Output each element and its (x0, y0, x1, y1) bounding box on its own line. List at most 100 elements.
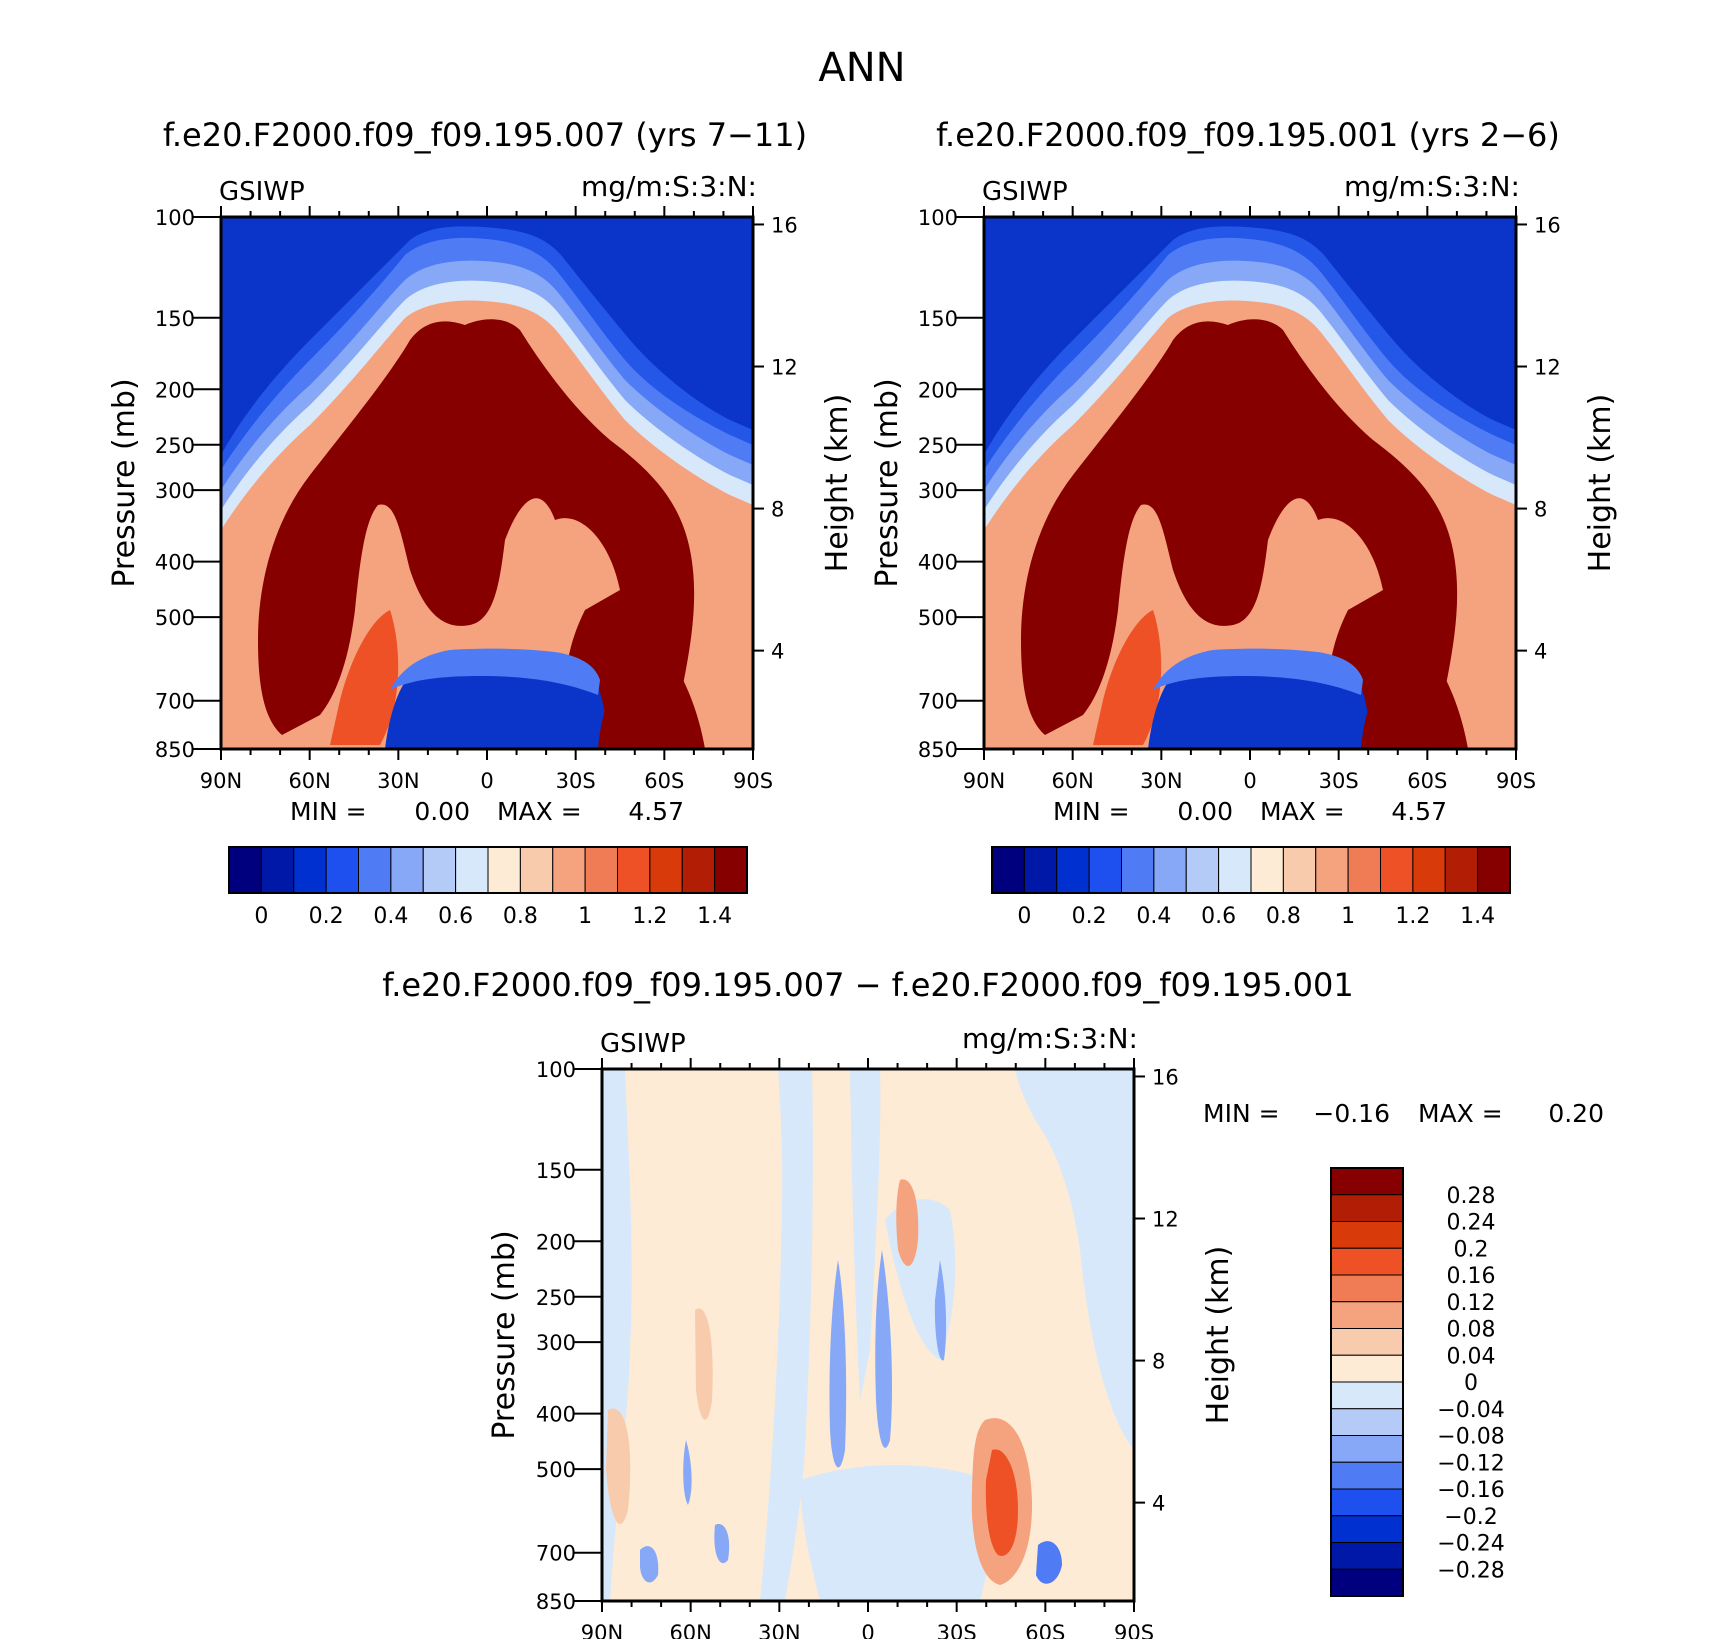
colorbar-swatch (1444, 846, 1479, 894)
y-tick-label: 200 (536, 1230, 576, 1254)
min-value: 0.00 (1177, 797, 1233, 826)
x-tick-label: 60S (644, 769, 684, 793)
panel-difference: f.e20.F2000.f09_f09.195.007 − f.e20.F200… (382, 966, 1604, 1639)
colorbar-swatch (1347, 846, 1381, 894)
colorbar-label: −0.2 (1444, 1505, 1497, 1530)
colorbar-label: 0.12 (1447, 1291, 1496, 1316)
y-tick-label: 150 (536, 1159, 576, 1183)
contour-level-dark-red (1021, 319, 1458, 747)
colorbar-swatch (1023, 846, 1058, 894)
y-tick-label: 100 (155, 206, 195, 230)
colorbar-swatch (293, 846, 327, 894)
colorbar-swatch (1330, 1435, 1404, 1463)
contour-field (602, 1069, 1134, 1601)
x-tick-label: 90N (581, 1621, 623, 1639)
y-tick-label: 500 (918, 606, 958, 630)
max-value: 4.57 (1391, 797, 1447, 826)
colorbar-label: 1.4 (1460, 904, 1495, 929)
y-tick-label: 850 (155, 738, 195, 762)
contour-level-mid-blue (1153, 648, 1363, 695)
y-tick-label: 500 (155, 606, 195, 630)
y2-tick-label: 8 (771, 498, 784, 522)
units-label: mg/m:S:3:N: (581, 170, 757, 203)
x-tick-label: 30S (1319, 769, 1359, 793)
x-tick-label: 0 (861, 1621, 874, 1639)
colorbar-frame (991, 846, 1511, 894)
contour-core-notch (1093, 610, 1162, 745)
colorbar-swatch (552, 846, 586, 894)
colorbar-swatch (1330, 1328, 1404, 1356)
colorbar-label: −0.24 (1437, 1532, 1504, 1557)
y2-axis-label: Height (km) (820, 394, 855, 573)
y-tick-label: 850 (918, 738, 958, 762)
colorbar-swatch (1250, 846, 1284, 894)
y2-axis-label: Height (km) (1583, 394, 1618, 573)
colorbar-swatch (1330, 1515, 1404, 1543)
colorbar-swatch (325, 846, 359, 894)
axes: 100 150 200 250 300 400 500 700 850 16 12 8 4 90N 60N 3… (918, 206, 1561, 793)
y-tick-label: 300 (536, 1331, 576, 1355)
colorbar-label: 0.08 (1447, 1318, 1496, 1343)
colorbar-swatch (714, 846, 748, 894)
colorbar-label: 0.6 (1201, 904, 1236, 929)
colorbar-swatch (649, 846, 683, 894)
contour-neg-core-4 (1036, 1541, 1062, 1584)
colorbar-swatch (1330, 1354, 1404, 1383)
colorbar-label: 0.04 (1447, 1344, 1496, 1369)
contour-neg-band-2 (760, 1069, 813, 1601)
y-tick-label: 200 (155, 378, 195, 402)
max-value: 4.57 (628, 797, 684, 826)
x-tick-label: 60N (1051, 769, 1093, 793)
contour-level-south-red (1361, 654, 1468, 749)
colorbar-swatch (1121, 846, 1155, 894)
contour-neg-core-1 (829, 1260, 847, 1468)
contour-neg-core-5 (640, 1546, 659, 1583)
y2-tick-label: 4 (771, 640, 784, 664)
y2-tick-label: 8 (1534, 498, 1547, 522)
colorbar-label: 1.4 (697, 904, 732, 929)
colorbar-label: 0.16 (1447, 1264, 1496, 1289)
x-tick-label: 90S (1114, 1621, 1154, 1639)
min-value: −0.16 (1313, 1099, 1390, 1128)
colorbar-swatch (455, 846, 489, 894)
variable-label: GSIWP (982, 177, 1068, 207)
max-label: MAX = (1418, 1099, 1503, 1128)
y-tick-label: 400 (918, 551, 958, 575)
panel-model-001: f.e20.F2000.f09_f09.195.001 (yrs 2−6) GS… (870, 116, 1618, 929)
colorbar-swatch (1330, 1488, 1404, 1517)
colorbar-swatch (1056, 846, 1090, 894)
min-label: MIN = (290, 797, 367, 826)
y-tick-label: 300 (155, 479, 195, 503)
y-tick-label: 200 (918, 378, 958, 402)
x-tick-label: 30S (556, 769, 596, 793)
colorbar-swatch (1330, 1542, 1404, 1570)
y-tick-label: 150 (918, 307, 958, 331)
max-value: 0.20 (1548, 1099, 1604, 1128)
colorbar-label: 0.2 (1454, 1237, 1489, 1262)
colorbar-swatch (1088, 846, 1122, 894)
colorbar-frame (1330, 1167, 1404, 1597)
y2-axis-label: Height (km) (1201, 1246, 1236, 1425)
x-tick-label: 30N (1140, 769, 1182, 793)
contour-pos-core-5 (606, 1408, 631, 1525)
y-tick-label: 100 (536, 1058, 576, 1082)
colorbar-swatch (1330, 1247, 1404, 1276)
colorbar-label: 0.28 (1447, 1184, 1496, 1209)
colorbar-label: 1 (578, 904, 592, 929)
colorbar-swatch (1330, 1408, 1404, 1436)
contour-level-south-red (598, 654, 705, 749)
colorbar-label: −0.12 (1437, 1451, 1504, 1476)
x-tick-label: 30N (758, 1621, 800, 1639)
colorbar-label: 1.2 (1395, 904, 1430, 929)
min-label: MIN = (1053, 797, 1130, 826)
colorbar-swatch (1330, 1301, 1404, 1329)
colorbar-swatch (1185, 846, 1220, 894)
contour-neg-core-6 (683, 1440, 692, 1505)
colorbar-label: 1 (1341, 904, 1355, 929)
colorbar-label: 0.2 (1072, 904, 1107, 929)
panel-title: f.e20.F2000.f09_f09.195.007 − f.e20.F200… (382, 966, 1354, 1004)
contour-neg-core-2 (875, 1250, 893, 1448)
y-axis-label: Pressure (mb) (870, 378, 905, 587)
y-tick-label: 250 (536, 1286, 576, 1310)
y2-tick-label: 16 (1152, 1065, 1179, 1089)
